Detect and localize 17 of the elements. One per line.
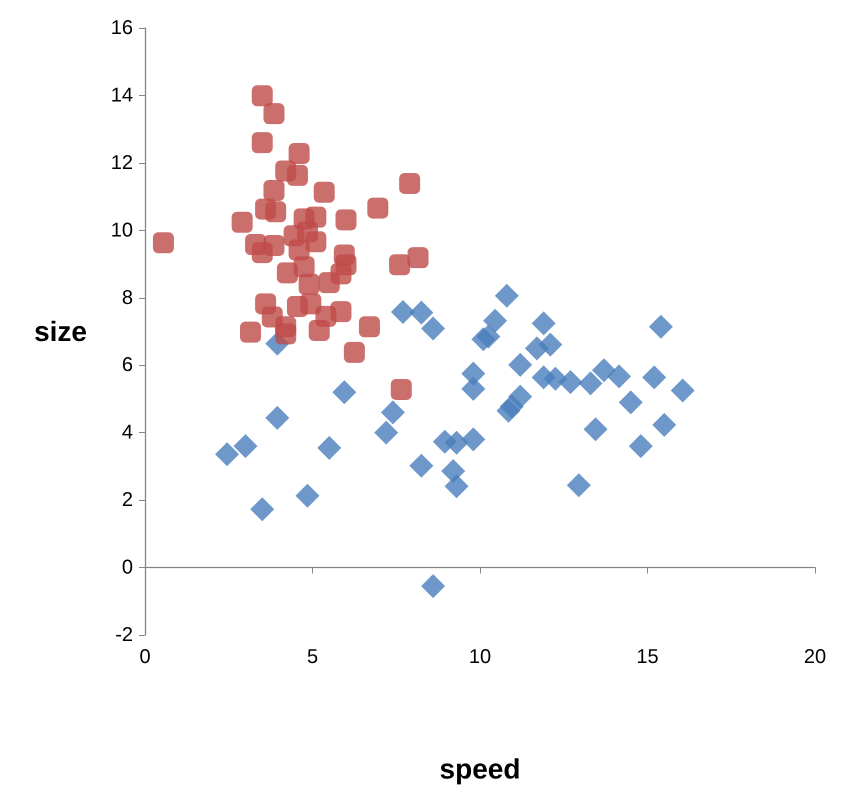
x-tick-label: 0	[139, 646, 151, 668]
y-axis-title: size	[34, 316, 87, 347]
y-tick-label: 4	[122, 422, 133, 444]
y-tick-label: 2	[122, 489, 133, 512]
y-tick-label: 6	[122, 354, 133, 376]
y-tick-label: 14	[110, 84, 133, 106]
y-tick-label: 8	[122, 286, 133, 309]
x-tick-label: 15	[636, 646, 659, 668]
x-tick-label: 10	[468, 646, 492, 668]
y-tick-label: 16	[110, 17, 133, 39]
x-tick-label: 20	[804, 646, 826, 668]
x-tick-label: 5	[306, 646, 318, 668]
y-tick-label: -2	[115, 624, 133, 646]
y-tick-label: 12	[110, 152, 133, 174]
x-axis-title: speed	[440, 754, 520, 784]
y-tick-label: 10	[110, 219, 133, 242]
y-tick-label: 0	[122, 556, 133, 579]
